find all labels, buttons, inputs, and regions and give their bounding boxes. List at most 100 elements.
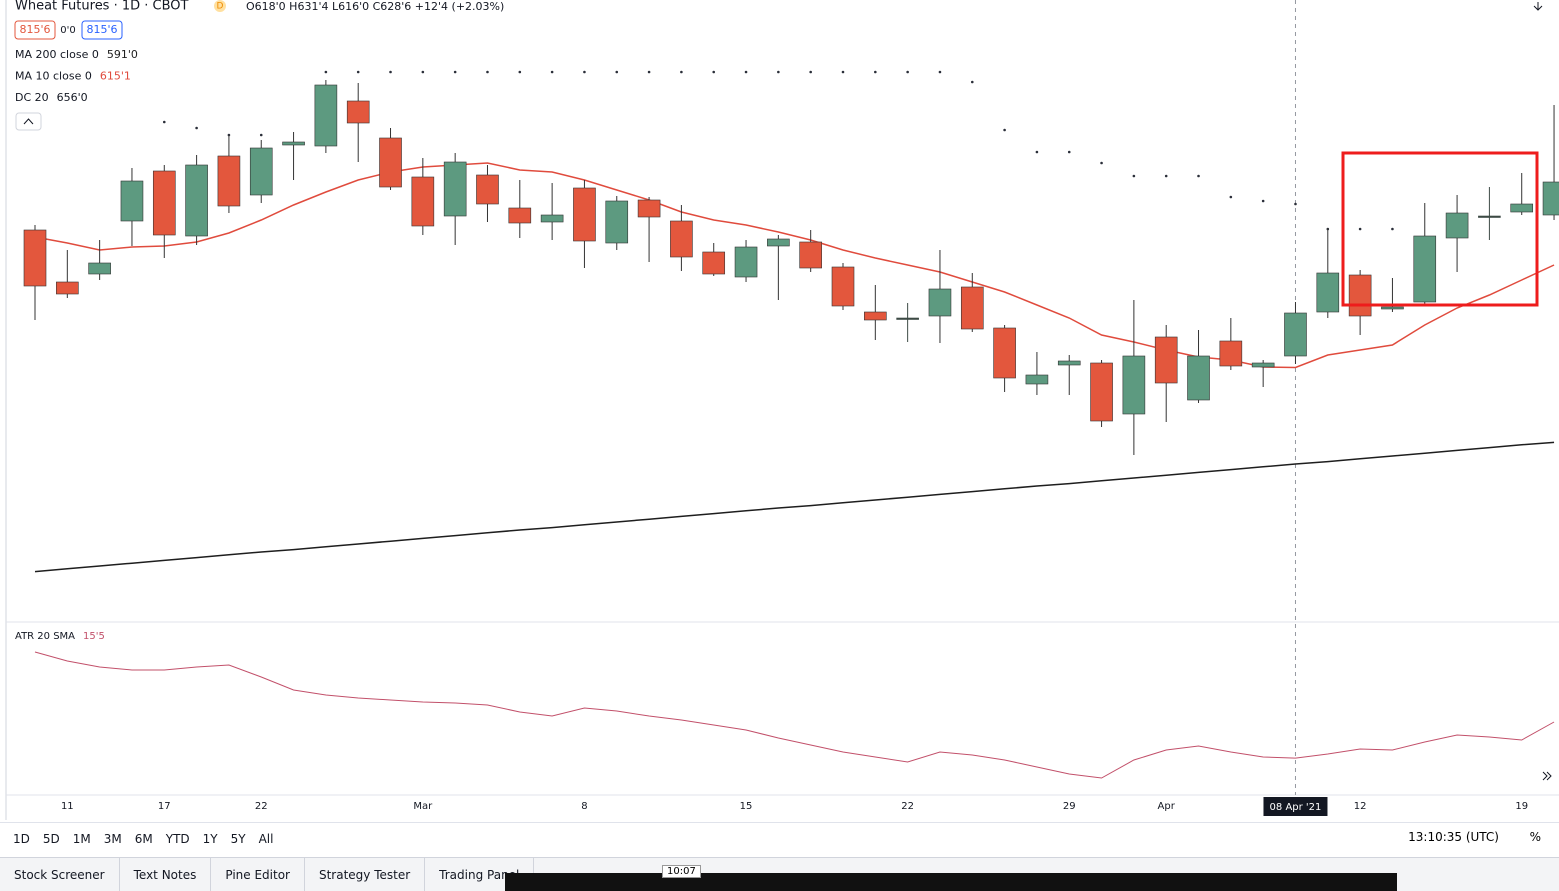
candle-body (864, 311, 887, 321)
video-bar (505, 873, 1397, 891)
bottom-tab[interactable]: Stock Screener (0, 858, 120, 891)
candle-body (767, 238, 790, 247)
timeframe-button[interactable]: 5Y (230, 832, 246, 846)
donchian-dot (970, 80, 974, 84)
donchian-dot (777, 70, 780, 74)
ohlc: O618'0 H631'4 L616'0 C628'6 +12'4 (+2.03… (246, 0, 504, 13)
candle-body (799, 241, 822, 269)
donchian-dot (1358, 227, 1362, 231)
x-tick-label: Mar (413, 801, 433, 812)
candle-body (734, 246, 758, 278)
donchian-dot (647, 70, 651, 74)
donchian-dot (1391, 227, 1394, 231)
plot: 11 17 22 Mar 8 15 22 29 Apr 12 19 (23, 0, 1559, 812)
candle-body (1381, 306, 1404, 310)
candle-body (1251, 362, 1275, 368)
x-tick-label: 15 (740, 801, 753, 812)
x-tick-label: 22 (255, 801, 268, 812)
candle-body (1510, 203, 1534, 213)
sell-box[interactable] (14, 20, 56, 40)
candle-body (88, 262, 111, 275)
donchian-dot (356, 70, 360, 74)
bottom-tab[interactable]: Text Notes (120, 858, 212, 891)
candle-body (1219, 340, 1243, 367)
sell-price[interactable]: 815'6 (19, 23, 50, 36)
donchian-dot (1197, 174, 1200, 178)
download-icon[interactable] (1533, 2, 1543, 11)
candle-body (1057, 360, 1081, 366)
candle-body (23, 229, 47, 287)
indicator-value: 591'0 (107, 48, 138, 61)
candle-body (670, 220, 693, 258)
x-tick-label: 11 (61, 801, 74, 812)
clock: 13:10:35 (UTC) (1408, 830, 1499, 844)
timeframe-button[interactable]: 5D (42, 832, 60, 846)
indicator-name: MA 200 close 0 (15, 48, 99, 61)
candle-body (928, 288, 952, 317)
candle-body (1090, 362, 1113, 422)
timeframe-button[interactable]: 1Y (202, 832, 218, 846)
indicator-name: ATR 20 SMA (15, 631, 75, 642)
candle-body (508, 207, 532, 224)
collapse-button[interactable] (15, 112, 42, 131)
candle-body (1478, 215, 1501, 218)
candle-body (1445, 212, 1469, 239)
timeframe-button[interactable]: YTD (165, 832, 190, 846)
donchian-dot (518, 70, 522, 74)
candle-body (831, 266, 855, 307)
symbol[interactable]: Wheat Futures · 1D · CBOT (15, 0, 189, 14)
donchian-dot (1294, 202, 1297, 206)
donchian-dot (195, 126, 198, 130)
percent-toggle[interactable]: % (1529, 830, 1541, 844)
collapse-icon (23, 118, 34, 125)
video-time: 10:07 (662, 865, 701, 878)
candle-body (282, 141, 305, 146)
buy-price[interactable]: 815'6 (86, 23, 117, 36)
crosshair-label: 08 Apr '21 (1270, 802, 1322, 813)
bottom-tab[interactable]: Pine Editor (211, 858, 305, 891)
donchian-dot (1132, 174, 1136, 178)
candle-body (314, 84, 338, 147)
scroll-icon[interactable] (1542, 771, 1552, 781)
bottom-tab[interactable]: Strategy Tester (305, 858, 426, 891)
donchian-dot (841, 70, 845, 74)
x-tick-label: 22 (901, 801, 914, 812)
donchian-dot (1100, 161, 1103, 165)
timeframe-button[interactable]: 3M (103, 832, 122, 846)
candle-body (540, 214, 564, 223)
donchian-dot (906, 70, 909, 74)
candle-body (1122, 355, 1146, 415)
timeframe-button[interactable]: All (258, 832, 274, 846)
x-tick-label: 12 (1354, 801, 1367, 812)
candle-body (346, 100, 370, 124)
donchian-dot (938, 70, 942, 74)
donchian-dot (583, 70, 586, 74)
spread: 0'0 (60, 25, 75, 36)
donchian-dot (1229, 195, 1233, 199)
donchian-dot (1003, 128, 1006, 132)
donchian-dot (680, 70, 683, 74)
candle-body (379, 137, 402, 188)
buy-box[interactable] (81, 20, 123, 40)
donchian-dot (453, 70, 457, 74)
badge-bg (214, 0, 226, 12)
candle-body (702, 251, 726, 275)
timeframe-button[interactable]: 1M (72, 832, 91, 846)
donchian-dot (1035, 150, 1039, 154)
badge: D (217, 2, 224, 12)
timeframe-button[interactable]: 6M (134, 832, 153, 846)
candle-body (411, 176, 435, 227)
highlight-box (1341, 151, 1539, 307)
candle-body (476, 174, 499, 205)
candle-body (1316, 272, 1340, 313)
indicator-value: 615'1 (100, 70, 131, 83)
candle-body (1284, 312, 1307, 357)
candle-body (1154, 336, 1178, 384)
candle-body (120, 180, 144, 222)
candle-body (993, 327, 1016, 379)
candle-body (1187, 355, 1210, 401)
donchian-dot (259, 133, 263, 137)
donchian-dot (1261, 199, 1265, 203)
timeframe-button[interactable]: 1D (13, 832, 30, 846)
